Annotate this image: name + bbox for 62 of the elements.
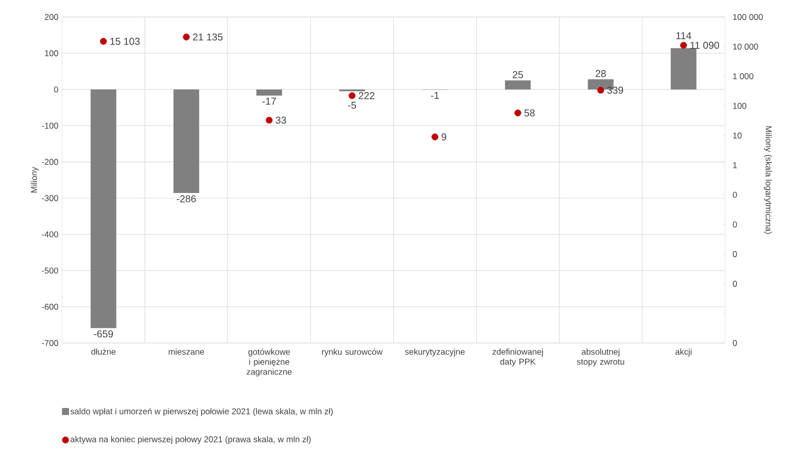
data-label: 339 <box>607 86 624 94</box>
point <box>266 116 273 124</box>
data-label: 58 <box>524 109 535 116</box>
data-label: -5 <box>348 102 356 109</box>
y2-tick-label: 0 <box>732 251 737 258</box>
x-tick-label: absolutnej stopy zwrotu <box>576 348 624 366</box>
data-label: 11 090 <box>690 42 720 49</box>
y-tick-label: -500 <box>42 268 58 274</box>
data-label: -17 <box>262 98 276 105</box>
y-axis-title: Miliony <box>30 166 39 192</box>
data-label: 114 <box>676 32 692 40</box>
x-tick-label: gotówkowe i pieniężne zagraniczne <box>246 348 292 376</box>
bar <box>256 89 282 96</box>
x-tick-label: zdefiniowanej daty PPK <box>492 348 543 366</box>
data-label: 21 135 <box>193 33 223 41</box>
y-tick-label: -300 <box>42 195 58 202</box>
y2-tick-label: 10 <box>733 132 742 139</box>
legend-label: saldo wpłat i umorzeń w pierwszej połowie 2021 (lewa skala, w mln zł) <box>70 408 333 416</box>
x-tick-label: rynku surowców <box>322 348 383 357</box>
data-label: -659 <box>94 330 113 338</box>
y2-tick-label: 100 <box>733 102 746 109</box>
point <box>100 38 107 45</box>
bar <box>670 48 696 90</box>
y2-tick-label: 10 000 <box>733 44 758 50</box>
legend-label: aktywa na koniec pierwszej połowy 2021 (prawa skala, w mln zł) <box>70 436 311 444</box>
y-tick-label: -700 <box>42 340 58 346</box>
point <box>514 110 522 116</box>
y-tick-label: -600 <box>42 304 58 310</box>
x-tick-label: sekurytyzacyjne <box>405 348 465 356</box>
x-tick-label: dłużne <box>91 348 116 355</box>
y-tick-label: 0 <box>54 86 58 92</box>
y-tick-label: -400 <box>42 231 58 238</box>
point <box>680 42 687 49</box>
data-label: 25 <box>512 71 523 78</box>
y2-tick-label: 1 000 <box>733 73 754 80</box>
data-label: 33 <box>276 116 286 124</box>
point <box>432 134 438 140</box>
data-label: 222 <box>358 92 374 100</box>
data-label: -1 <box>430 92 439 99</box>
point <box>348 92 356 100</box>
bar <box>504 80 531 90</box>
y-tick-label: -100 <box>42 122 58 129</box>
y2-tick-label: 1 <box>733 162 737 168</box>
data-label: 9 <box>442 133 446 140</box>
y2-tick-label: 0 <box>732 221 737 228</box>
y-tick-label: -200 <box>42 158 58 165</box>
y2-tick-label: 0 <box>732 192 737 198</box>
y2-axis-title: Miliony (skala logarytmiczna) <box>764 126 772 234</box>
data-label: 15 103 <box>110 38 140 45</box>
point <box>182 34 190 40</box>
point <box>597 86 604 94</box>
data-label: -286 <box>176 195 196 202</box>
x-tick-label: mieszane <box>168 348 204 355</box>
x-tick-label: akcji <box>675 348 692 356</box>
bar <box>90 89 116 328</box>
bar <box>173 89 200 194</box>
data-label: 28 <box>596 70 606 78</box>
y-tick-label: 100 <box>44 50 58 56</box>
y2-tick-label: 100 000 <box>733 14 763 20</box>
y2-tick-label: 0 <box>732 340 737 346</box>
y2-tick-label: 0 <box>732 280 737 287</box>
y-tick-label: 200 <box>44 14 58 20</box>
